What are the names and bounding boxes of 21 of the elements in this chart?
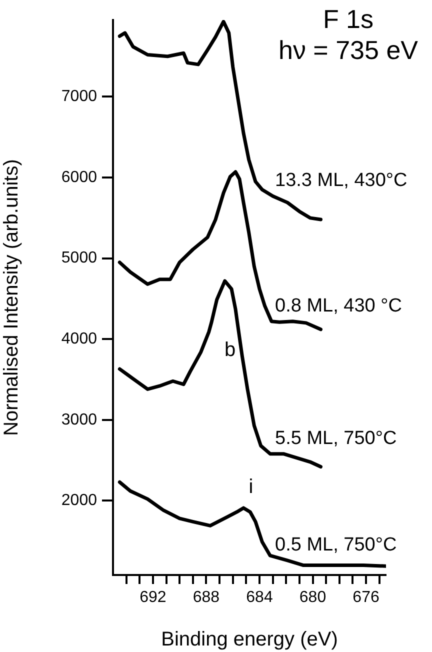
x-tick-label: 680 xyxy=(299,589,326,606)
x-tick-label: 684 xyxy=(246,589,273,606)
y-tick-label: 2000 xyxy=(61,492,98,510)
x-axis-title: Binding energy (eV) xyxy=(161,628,338,651)
x-tick-label: 692 xyxy=(140,589,166,606)
y-tick-label: 7000 xyxy=(61,88,98,106)
series-label: 13.3 ML, 430°C xyxy=(275,170,408,192)
y-tick-label: 3000 xyxy=(61,411,98,428)
annotation: i xyxy=(248,476,254,498)
series-label: 0.5 ML, 750°C xyxy=(275,534,397,556)
x-tick-label: 688 xyxy=(192,589,220,606)
y-tick-label: 6000 xyxy=(61,168,98,186)
y-tick-label: 5000 xyxy=(61,250,98,267)
y-tick-label: 4000 xyxy=(61,330,98,348)
annotation: b xyxy=(224,339,236,361)
series-label: 0.8 ML, 430 °C xyxy=(275,295,402,316)
series-label: 5.5 ML, 750°C xyxy=(275,428,397,449)
chart-title: F 1s xyxy=(322,4,375,35)
y-axis-title: Normalised Intensity (arb.units) xyxy=(0,159,23,436)
text: hν = 735 eV xyxy=(278,35,418,66)
x-tick-label: 676 xyxy=(352,589,380,606)
